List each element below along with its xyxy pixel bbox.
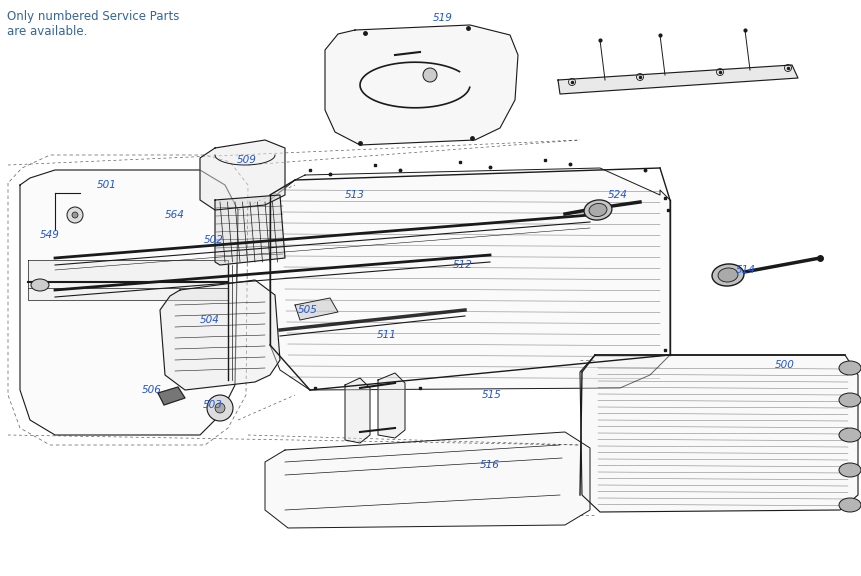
Text: 524: 524 bbox=[608, 190, 628, 200]
Polygon shape bbox=[215, 195, 285, 265]
Polygon shape bbox=[558, 65, 798, 94]
Polygon shape bbox=[325, 25, 518, 145]
Polygon shape bbox=[295, 298, 338, 320]
Polygon shape bbox=[200, 140, 285, 210]
Ellipse shape bbox=[31, 279, 49, 291]
Text: 513: 513 bbox=[345, 190, 365, 200]
Polygon shape bbox=[28, 260, 228, 300]
Text: 501: 501 bbox=[97, 180, 117, 190]
Polygon shape bbox=[160, 280, 280, 390]
Ellipse shape bbox=[839, 428, 861, 442]
Ellipse shape bbox=[718, 268, 738, 282]
Ellipse shape bbox=[589, 203, 607, 217]
Circle shape bbox=[215, 403, 225, 413]
Text: 514: 514 bbox=[736, 265, 756, 275]
Text: 516: 516 bbox=[480, 460, 500, 470]
Text: Only numbered Service Parts
are available.: Only numbered Service Parts are availabl… bbox=[7, 10, 179, 38]
Ellipse shape bbox=[839, 463, 861, 477]
Text: 504: 504 bbox=[200, 315, 220, 325]
Circle shape bbox=[67, 207, 83, 223]
Text: 515: 515 bbox=[482, 390, 502, 400]
Text: 503: 503 bbox=[203, 400, 223, 410]
Polygon shape bbox=[270, 168, 670, 390]
Polygon shape bbox=[265, 432, 590, 528]
Text: 506: 506 bbox=[142, 385, 162, 395]
Text: 505: 505 bbox=[298, 305, 318, 315]
Circle shape bbox=[423, 68, 437, 82]
Ellipse shape bbox=[584, 200, 612, 220]
Circle shape bbox=[72, 212, 78, 218]
Text: 549: 549 bbox=[40, 230, 60, 240]
Ellipse shape bbox=[712, 264, 744, 286]
Ellipse shape bbox=[839, 498, 861, 512]
Polygon shape bbox=[158, 387, 185, 405]
Text: 512: 512 bbox=[453, 260, 473, 270]
Text: 502: 502 bbox=[204, 235, 224, 245]
Polygon shape bbox=[345, 378, 370, 443]
Ellipse shape bbox=[839, 393, 861, 407]
Text: 500: 500 bbox=[775, 360, 795, 370]
Polygon shape bbox=[378, 373, 405, 438]
Polygon shape bbox=[20, 170, 238, 435]
Polygon shape bbox=[580, 355, 858, 512]
Text: 564: 564 bbox=[165, 210, 185, 220]
Circle shape bbox=[207, 395, 233, 421]
Text: 519: 519 bbox=[433, 13, 453, 23]
Text: 509: 509 bbox=[237, 155, 257, 165]
Ellipse shape bbox=[839, 361, 861, 375]
Text: 511: 511 bbox=[377, 330, 397, 340]
